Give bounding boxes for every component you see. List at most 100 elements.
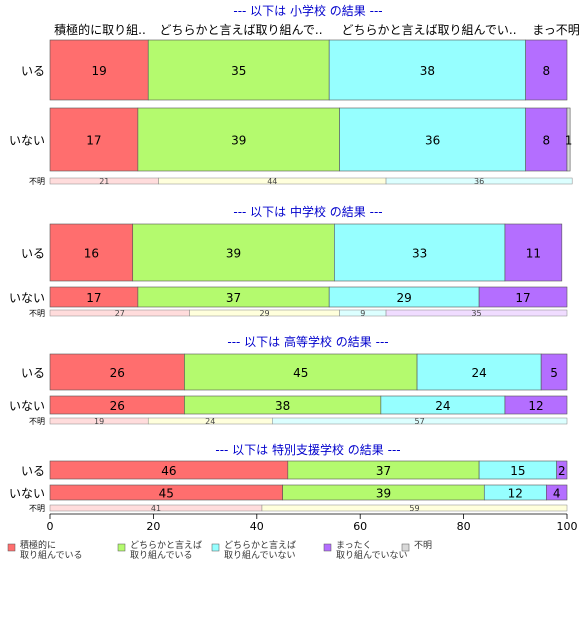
unknown-data-label: 44 bbox=[267, 177, 277, 186]
unknown-bar-segment bbox=[385, 309, 568, 317]
unknown-data-label: 41 bbox=[151, 504, 161, 513]
legend-label-line2: 取り組んでいない bbox=[224, 549, 296, 561]
row-label: いる bbox=[21, 247, 45, 261]
data-label: 24 bbox=[435, 399, 450, 413]
row-label: いる bbox=[21, 464, 45, 478]
data-label: 39 bbox=[376, 487, 391, 501]
unknown-data-label: 19 bbox=[94, 417, 104, 426]
bar-segment bbox=[566, 107, 571, 172]
bar-segment bbox=[540, 353, 568, 391]
bar-segment bbox=[556, 460, 568, 480]
data-label: 24 bbox=[471, 366, 486, 380]
data-label: 45 bbox=[293, 366, 308, 380]
data-label: 12 bbox=[528, 399, 543, 413]
data-label: 17 bbox=[86, 291, 101, 305]
unknown-data-label: 59 bbox=[409, 504, 419, 513]
unknown-bar-segment bbox=[272, 417, 568, 425]
data-label: 35 bbox=[231, 64, 246, 78]
bar-segment bbox=[478, 286, 568, 308]
unknown-row-label: 不明 bbox=[29, 504, 45, 513]
legend-swatch bbox=[211, 543, 220, 552]
data-label: 12 bbox=[508, 487, 523, 501]
data-label: 1 bbox=[565, 134, 573, 148]
data-label: 38 bbox=[420, 64, 435, 78]
row-label: いない bbox=[9, 291, 45, 305]
data-label: 16 bbox=[84, 247, 99, 261]
row-label: いる bbox=[21, 366, 45, 380]
row-label: いる bbox=[21, 64, 45, 78]
unknown-bar-segment bbox=[261, 504, 568, 512]
x-tick-label: 60 bbox=[353, 520, 367, 533]
panel-title: --- 以下は 中学校 の結果 --- bbox=[233, 204, 382, 219]
data-label: 15 bbox=[510, 464, 525, 478]
unknown-data-label: 57 bbox=[415, 417, 425, 426]
unknown-bar-segment bbox=[385, 177, 573, 185]
bar-segment bbox=[184, 353, 418, 391]
unknown-data-label: 29 bbox=[259, 309, 269, 318]
data-label: 5 bbox=[550, 366, 558, 380]
panel-title: --- 以下は 高等学校 の結果 --- bbox=[227, 334, 388, 349]
legend-label: まったく bbox=[336, 540, 372, 551]
data-label: 45 bbox=[159, 487, 174, 501]
bar-segment bbox=[504, 223, 563, 282]
legend-swatch bbox=[323, 543, 332, 552]
unknown-data-label: 27 bbox=[115, 309, 125, 318]
unknown-row-label: 不明 bbox=[29, 309, 45, 318]
column-header: どちらかと言えば取り組んで.. bbox=[159, 23, 322, 37]
x-tick-label: 0 bbox=[47, 520, 54, 533]
data-label: 2 bbox=[558, 464, 566, 478]
bar-segment bbox=[132, 223, 335, 282]
row-label: いない bbox=[9, 487, 45, 501]
data-label: 46 bbox=[161, 464, 176, 478]
data-label: 26 bbox=[110, 399, 125, 413]
unknown-data-label: 36 bbox=[474, 177, 484, 186]
bar-segment bbox=[339, 107, 526, 172]
unknown-data-label: 35 bbox=[471, 309, 481, 318]
panel-title: --- 以下は 特別支援学校 の結果 --- bbox=[215, 442, 400, 457]
data-label: 39 bbox=[226, 247, 241, 261]
bar-segment bbox=[137, 107, 340, 172]
data-label: 26 bbox=[110, 366, 125, 380]
legend-label-line2: 取り組んでいない bbox=[336, 549, 408, 561]
x-tick-label: 40 bbox=[250, 520, 264, 533]
bar-segment bbox=[334, 223, 506, 282]
data-label: 39 bbox=[231, 134, 246, 148]
data-label: 8 bbox=[542, 134, 550, 148]
legend-label: どちらかと言えば bbox=[224, 539, 296, 551]
legend-label: 積極的に bbox=[20, 539, 56, 551]
data-label: 17 bbox=[86, 134, 101, 148]
x-tick-label: 20 bbox=[146, 520, 160, 533]
bar-segment bbox=[49, 39, 149, 101]
data-label: 38 bbox=[275, 399, 290, 413]
column-header: 積極的に取り組.. bbox=[54, 22, 146, 37]
data-label: 4 bbox=[553, 487, 561, 501]
bar-segment bbox=[328, 39, 526, 101]
data-label: 33 bbox=[412, 247, 427, 261]
bar-segment bbox=[49, 107, 139, 172]
bar-segment bbox=[147, 39, 330, 101]
legend-swatch bbox=[117, 543, 126, 552]
bar-segment bbox=[525, 107, 568, 172]
column-header: まっ不明 bbox=[532, 23, 580, 37]
legend-label-line2: 取り組んでいる bbox=[130, 549, 193, 561]
legend-label: 不明 bbox=[414, 540, 432, 551]
unknown-data-label: 24 bbox=[205, 417, 215, 426]
unknown-data-label: 21 bbox=[99, 177, 109, 186]
data-label: 37 bbox=[226, 291, 241, 305]
x-tick-label: 100 bbox=[557, 520, 578, 533]
bar-segment bbox=[49, 353, 185, 391]
data-label: 17 bbox=[515, 291, 530, 305]
legend-swatch bbox=[401, 543, 410, 552]
data-label: 29 bbox=[397, 291, 412, 305]
unknown-data-label: 9 bbox=[360, 309, 365, 318]
panel-title: --- 以下は 小学校 の結果 --- bbox=[233, 3, 382, 18]
legend-swatch bbox=[7, 543, 16, 552]
data-label: 11 bbox=[526, 247, 541, 261]
unknown-row-label: 不明 bbox=[29, 417, 45, 426]
bar-segment bbox=[546, 484, 568, 501]
bar-segment bbox=[525, 39, 568, 101]
unknown-row-label: 不明 bbox=[29, 177, 45, 186]
data-label: 36 bbox=[425, 134, 440, 148]
legend-label: どちらかと言えば bbox=[130, 539, 202, 551]
